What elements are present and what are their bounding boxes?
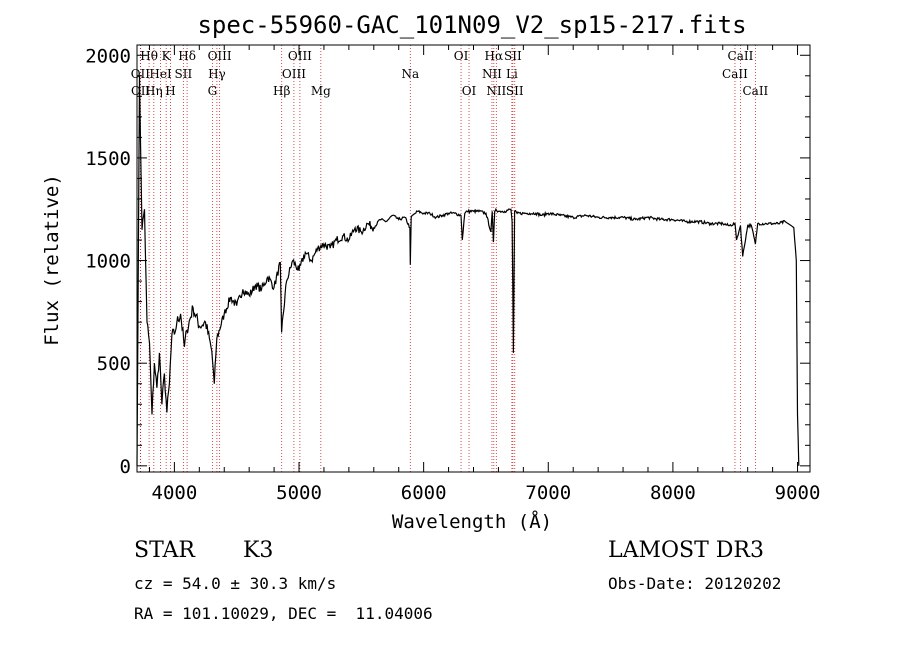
x-tick-label: 5000 <box>276 482 322 504</box>
y-axis-label: Flux (relative) <box>41 174 63 346</box>
spectral-line-label: Hβ <box>273 84 290 98</box>
y-tick-label: 0 <box>120 456 131 478</box>
y-tick-label: 2000 <box>85 45 131 67</box>
x-tick-label: 4000 <box>152 482 198 504</box>
spectral-line-label: OII <box>131 84 151 98</box>
spectral-line-label: OIII <box>288 49 312 63</box>
plot-frame <box>136 44 811 473</box>
spectral-line-label: OI <box>454 49 469 63</box>
spectral-line-label: Hη <box>145 84 163 98</box>
x-axis-label: Wavelength (Å) <box>392 510 552 533</box>
obs-date: Obs-Date: 20120202 <box>608 574 782 593</box>
spectral-line-label: K <box>162 49 172 63</box>
spectral-line-label: Na <box>401 67 419 81</box>
x-tick-label: 9000 <box>775 482 821 504</box>
y-tick-label: 500 <box>97 353 131 375</box>
spectral-line-label: NII <box>482 67 502 81</box>
spectral-line-label: SII <box>506 84 524 98</box>
spectral-line-label: OII <box>131 67 151 81</box>
redshift-readout: cz = 54.0 ± 30.3 km/s <box>134 574 337 593</box>
spectral-line-label: SII <box>175 67 193 81</box>
spectral-line-label: OI <box>462 84 477 98</box>
x-tick-label: 8000 <box>650 482 696 504</box>
spectral-line-label: OIII <box>208 49 232 63</box>
x-axis-ticks: 4000 5000 6000 7000 8000 9000 <box>148 45 821 504</box>
spectral-line-label: Li <box>506 67 518 81</box>
y-axis-ticks: 0 500 1000 1500 2000 <box>85 45 810 478</box>
spectral-line-label: CaII <box>728 49 754 63</box>
x-tick-label: 6000 <box>401 482 447 504</box>
spectrum-line <box>136 75 800 466</box>
chart-title: spec-55960-GAC_101N09_V2_sp15-217.fits <box>197 11 746 39</box>
spectral-line-label: Mg <box>311 84 331 98</box>
spectral-line-label: Hθ <box>140 49 158 63</box>
spectral-line-label: CaII <box>742 84 768 98</box>
y-tick-label: 1000 <box>85 251 131 273</box>
spectral-line-label: G <box>208 84 218 98</box>
spectral-line-label: Hδ <box>178 49 196 63</box>
spectral-line-label: OIII <box>282 67 306 81</box>
spectral-line-label: Hα <box>485 49 504 63</box>
y-tick-label: 1500 <box>85 148 131 170</box>
object-class: STAR <box>134 538 195 563</box>
spectral-line-label: Hγ <box>208 67 226 81</box>
x-tick-label: 7000 <box>525 482 571 504</box>
spectral-line-label: HeI <box>149 67 172 81</box>
spectral-line-label: H <box>165 84 175 98</box>
spectral-line-markers <box>139 45 756 472</box>
object-subclass: K3 <box>243 538 274 563</box>
coordinates: RA = 101.10029, DEC = 11.04006 <box>134 604 433 623</box>
spectral-line-label: SII <box>504 49 522 63</box>
spectral-line-label: CaII <box>722 67 748 81</box>
survey-name: LAMOST DR3 <box>608 538 764 563</box>
spectral-line-label: NII <box>486 84 506 98</box>
